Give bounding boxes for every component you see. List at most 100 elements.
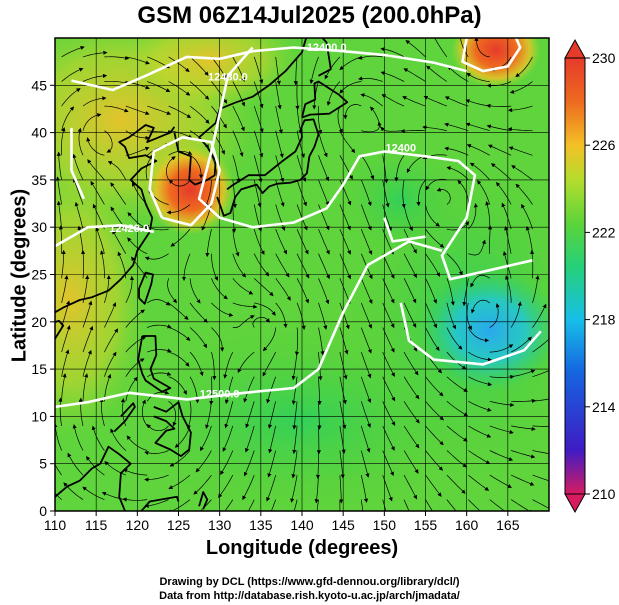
streamline <box>252 316 270 328</box>
streamline <box>294 327 300 356</box>
credit-line-1: Drawing by DCL (https://www.gfd-dennou.o… <box>159 576 460 588</box>
streamline <box>195 450 212 473</box>
streamline <box>507 127 533 132</box>
streamline <box>339 376 347 405</box>
streamline <box>204 179 212 208</box>
streamline <box>403 474 418 500</box>
streamline <box>232 315 255 328</box>
streamline <box>468 499 481 511</box>
y-tick-label: 5 <box>39 456 47 472</box>
height-contour <box>197 46 533 281</box>
streamline <box>467 327 490 343</box>
streamline <box>82 349 92 377</box>
streamline <box>223 351 234 379</box>
streamline <box>55 463 62 476</box>
streamline <box>168 351 190 367</box>
streamline <box>205 229 212 258</box>
streamline <box>147 299 171 306</box>
streamline <box>295 81 300 110</box>
streamline <box>457 180 469 205</box>
streamline <box>189 302 208 323</box>
streamline <box>147 105 172 115</box>
lat-lon-grid <box>54 37 550 512</box>
streamline <box>425 253 440 277</box>
streamline <box>403 253 417 279</box>
streamline <box>360 179 372 207</box>
colorbar-min-arrow <box>564 493 586 514</box>
streamline <box>318 302 328 330</box>
streamline <box>380 71 405 82</box>
streamline <box>468 239 486 256</box>
streamline <box>58 397 63 426</box>
streamline <box>446 278 455 306</box>
streamline <box>104 302 117 328</box>
streamline <box>358 76 383 82</box>
streamline <box>403 204 413 232</box>
streamline <box>72 153 84 181</box>
streamline <box>82 113 102 131</box>
height-contour <box>71 46 468 92</box>
streamline <box>324 56 341 80</box>
coastline <box>113 402 136 433</box>
streamline <box>468 474 490 491</box>
streamline <box>61 127 66 156</box>
colorbar-max-arrow <box>564 38 586 59</box>
streamline <box>293 56 298 86</box>
streamline <box>515 183 533 205</box>
streamline <box>243 376 255 403</box>
streamline <box>77 127 84 156</box>
streamline <box>446 425 468 442</box>
streamline <box>168 401 177 427</box>
streamline <box>168 179 191 187</box>
streamline <box>532 275 540 303</box>
streamline <box>170 228 191 247</box>
streamline <box>232 253 247 278</box>
streamline <box>168 376 187 395</box>
streamline <box>446 302 456 330</box>
height-contour <box>383 217 426 243</box>
streamline <box>509 81 533 94</box>
streamline <box>403 278 417 304</box>
streamline <box>486 103 512 108</box>
streamline <box>231 204 237 233</box>
streamline <box>147 130 173 135</box>
streamline <box>245 425 255 453</box>
streamline <box>125 309 145 328</box>
coastline <box>173 108 221 186</box>
streamline <box>296 228 309 255</box>
streamline <box>416 179 426 207</box>
streamline <box>489 400 515 407</box>
height-contour <box>55 224 155 248</box>
streamline <box>403 499 410 511</box>
coastline <box>137 335 172 393</box>
streamline <box>469 162 490 181</box>
streamline <box>468 425 492 438</box>
streamline <box>489 425 514 435</box>
streamline <box>92 203 105 230</box>
height-contour <box>55 240 443 409</box>
streamline <box>309 56 319 84</box>
streamline <box>101 491 126 500</box>
colorbar-label: 226 <box>592 137 616 153</box>
streamline <box>275 228 287 255</box>
streamline <box>339 130 356 154</box>
x-tick-label: 135 <box>249 517 273 533</box>
streamline <box>446 499 457 511</box>
streamline <box>532 425 549 427</box>
streamline <box>293 499 298 511</box>
x-tick-label: 145 <box>331 517 355 533</box>
streamline <box>58 225 64 254</box>
streamline <box>489 344 514 353</box>
streamline <box>247 499 255 511</box>
streamline <box>425 401 444 421</box>
streamline <box>87 159 105 181</box>
streamline <box>337 105 343 134</box>
streamline <box>532 335 549 353</box>
streamline <box>104 55 130 61</box>
streamline <box>232 155 241 183</box>
streamline <box>82 486 105 500</box>
streamline <box>382 179 390 208</box>
streamline <box>104 80 130 85</box>
streamline <box>339 228 351 255</box>
streamline <box>521 203 533 230</box>
